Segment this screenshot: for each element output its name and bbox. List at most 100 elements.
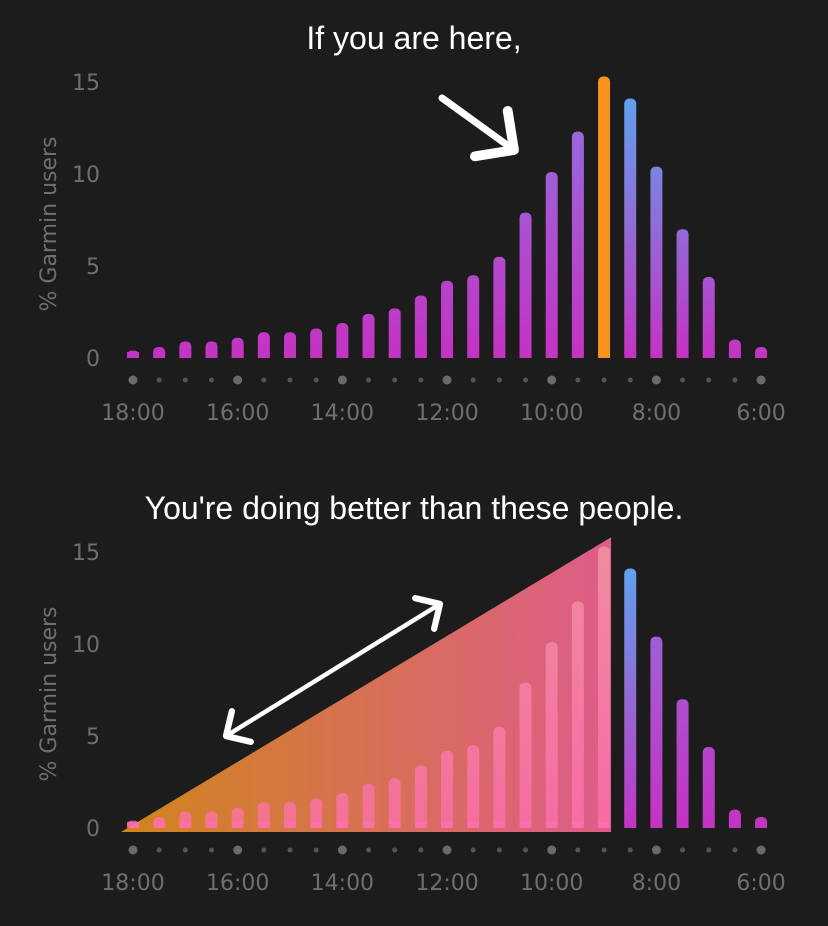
- x-tick-dot: [496, 377, 502, 383]
- bar-base: [388, 352, 401, 358]
- bar: [519, 212, 532, 358]
- x-tick-dot: [337, 375, 347, 385]
- x-tick-dot: [442, 375, 452, 385]
- y-axis-label: % Garmin users: [37, 606, 62, 781]
- bar: [650, 166, 663, 358]
- bar: [414, 765, 427, 828]
- x-tick-dot: [392, 847, 398, 853]
- bar-base: [310, 352, 323, 358]
- bar-base: [702, 352, 715, 358]
- x-tick-dot: [651, 375, 661, 385]
- x-tick-dot: [756, 375, 766, 385]
- bar-base: [205, 822, 218, 828]
- x-tick-dot: [418, 847, 424, 853]
- y-tick-label: 15: [72, 71, 100, 96]
- x-tick-dot: [601, 377, 607, 383]
- x-tick-dot: [706, 847, 712, 853]
- bar-base: [179, 352, 192, 358]
- x-tick-dot: [337, 845, 347, 855]
- x-tick-dot: [209, 847, 215, 853]
- bar: [493, 256, 506, 358]
- x-tick-dot: [209, 377, 215, 383]
- bar: [336, 323, 349, 358]
- bar: [545, 172, 558, 358]
- bar-base: [467, 822, 480, 828]
- bar: [362, 783, 375, 828]
- bar-base: [257, 352, 270, 358]
- bar: [310, 328, 323, 358]
- x-tick-dot: [523, 377, 529, 383]
- bar: [519, 682, 532, 828]
- bar-base: [441, 822, 454, 828]
- bar: [545, 642, 558, 828]
- x-tick-dot: [366, 847, 372, 853]
- bar-base: [493, 352, 506, 358]
- bar-base: [231, 352, 244, 358]
- x-tick-dot: [366, 377, 372, 383]
- x-tick-label: 8:00: [632, 401, 681, 426]
- chart-bottom: % Garmin users 0 5 10 15 18:00 16:00 14:00 12:00…: [37, 537, 786, 896]
- double-arrow-icon: [222, 594, 444, 746]
- y-tick-label: 5: [86, 725, 100, 750]
- bar-base: [362, 822, 375, 828]
- x-tick-dot: [156, 377, 162, 383]
- x-tick-label: 14:00: [311, 871, 374, 896]
- x-tick-dot: [680, 377, 686, 383]
- x-tick-dot: [233, 845, 243, 855]
- x-tick-label: 12:00: [415, 871, 478, 896]
- x-tick-dot: [418, 377, 424, 383]
- bar: [441, 280, 454, 358]
- x-tick-dot: [442, 845, 452, 855]
- x-tick-dot: [392, 377, 398, 383]
- bar: [571, 601, 584, 828]
- y-tick-label: 10: [72, 633, 100, 658]
- x-tick-dot: [261, 377, 267, 383]
- bar-base: [127, 822, 139, 828]
- bar-base: [441, 352, 454, 358]
- bar: [284, 332, 297, 358]
- x-tick-dot: [756, 845, 766, 855]
- bar-base: [519, 822, 532, 828]
- bar-base: [571, 352, 584, 358]
- bar: [441, 750, 454, 828]
- bar-base: [467, 352, 480, 358]
- bar-base: [205, 352, 218, 358]
- x-tick-label: 8:00: [632, 871, 681, 896]
- chart-top: % Garmin users 0 5 10 15 18:00 16:00 14:00 12:00…: [37, 71, 786, 426]
- x-tick-dot: [547, 845, 557, 855]
- bar-base: [624, 822, 637, 828]
- bar: [493, 726, 506, 828]
- x-tick-dot: [470, 847, 476, 853]
- bar-base: [153, 352, 166, 358]
- x-tick-label: 14:00: [311, 401, 374, 426]
- x-tick-label: 16:00: [206, 871, 269, 896]
- bar: [336, 793, 349, 828]
- x-tick-dot: [732, 847, 738, 853]
- x-tick-dot: [547, 375, 557, 385]
- bar-base: [728, 352, 741, 358]
- bar: [388, 778, 401, 828]
- bar: [676, 229, 689, 358]
- y-tick-label: 10: [72, 163, 100, 188]
- arrow-icon: [438, 94, 519, 162]
- x-tick-dot: [706, 377, 712, 383]
- x-tick-label: 18:00: [101, 871, 164, 896]
- bar-base: [598, 352, 611, 358]
- bar-base: [650, 352, 663, 358]
- bar: [310, 798, 323, 828]
- y-axis-label: % Garmin users: [37, 136, 62, 311]
- x-tick-dot: [182, 377, 188, 383]
- bar-base: [231, 822, 244, 828]
- bar: [571, 131, 584, 358]
- x-tick-dot: [575, 377, 581, 383]
- bar-base: [388, 822, 401, 828]
- x-tick-dot: [233, 375, 243, 385]
- bar-base: [676, 822, 689, 828]
- bar-base: [545, 822, 558, 828]
- bar-base: [336, 352, 349, 358]
- bar: [467, 275, 480, 358]
- bar: [676, 699, 689, 828]
- x-tick-dot: [287, 847, 293, 853]
- bar-base: [728, 822, 741, 828]
- bar-base: [257, 822, 270, 828]
